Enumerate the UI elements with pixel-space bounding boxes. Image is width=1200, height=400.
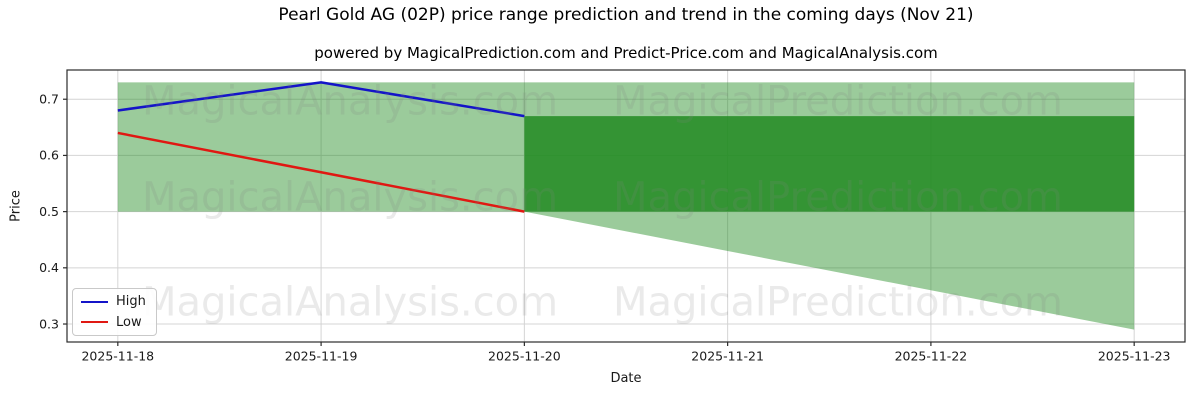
x-tick-label: 2025-11-18 (81, 349, 154, 364)
legend-label-low: Low (116, 314, 142, 330)
x-tick-label: 2025-11-20 (488, 349, 561, 364)
watermark-text: MagicalPrediction.com (613, 280, 1063, 326)
legend-label-high: High (116, 294, 146, 309)
watermark-text: MagicalPrediction.com (613, 175, 1063, 221)
watermark-text: MagicalPrediction.com (613, 79, 1063, 125)
x-tick-label: 2025-11-19 (285, 349, 358, 364)
high-line (117, 81, 525, 118)
legend-item-high: High (81, 294, 146, 310)
watermark-text: MagicalAnalysis.com (142, 175, 558, 221)
x-tick-label: 2025-11-23 (1098, 349, 1171, 364)
low-line-swatch (81, 321, 108, 324)
y-tick-label: 0.6 (39, 148, 59, 163)
y-tick-label: 0.5 (39, 204, 59, 219)
plot-border (66, 69, 1186, 343)
legend: High Low (72, 288, 157, 337)
x-axis-label: Date (610, 371, 642, 386)
chart-subtitle: powered by MagicalPrediction.com and Pre… (314, 44, 938, 62)
prediction-range-band (524, 116, 1135, 212)
x-tick-label: 2025-11-22 (895, 349, 968, 364)
watermark-text: MagicalAnalysis.com (142, 280, 558, 326)
y-axis-label: Price (8, 190, 24, 222)
x-tick-label: 2025-11-21 (691, 349, 764, 364)
high-line-swatch (81, 300, 108, 303)
watermark-text: MagicalAnalysis.com (142, 79, 558, 125)
chart-title: Pearl Gold AG (02P) price range predicti… (278, 5, 974, 25)
legend-item-low: Low (81, 315, 146, 331)
y-tick-label: 0.3 (39, 316, 59, 331)
low-line (117, 131, 525, 213)
y-tick-label: 0.7 (39, 91, 59, 106)
y-tick-label: 0.4 (39, 260, 59, 275)
